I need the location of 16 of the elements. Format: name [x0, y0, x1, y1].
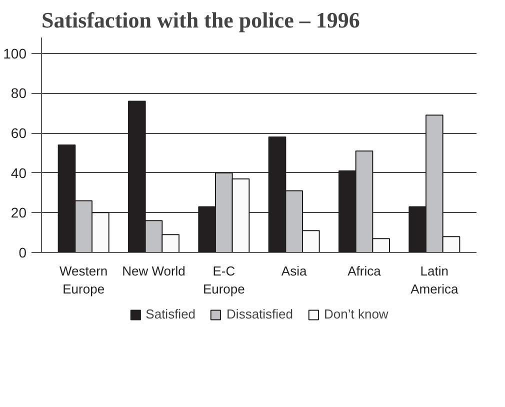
y-tick-label: 80	[10, 85, 27, 102]
y-tick-label: 20	[10, 204, 27, 221]
x-tick-label: Latin America	[410, 264, 460, 296]
y-tick-label: 60	[10, 125, 27, 142]
x-tick-label: Asia	[281, 264, 308, 278]
x-tick-label: E-C Europe	[202, 264, 245, 296]
x-tick-label: New World	[122, 264, 186, 278]
x-tick-label: Africa	[348, 264, 382, 278]
legend-label: Satisfied	[146, 306, 196, 322]
x-tick-label: Western Europe	[60, 264, 108, 296]
legend-label: Dissatisfied	[226, 306, 294, 322]
chart-title: Satisfaction with the police – 1996	[42, 8, 360, 32]
legend-label: Don’t know	[324, 306, 388, 322]
y-tick-label: 100	[3, 45, 27, 62]
y-tick-label: 40	[10, 164, 27, 181]
y-tick-label: 0	[18, 244, 27, 260]
